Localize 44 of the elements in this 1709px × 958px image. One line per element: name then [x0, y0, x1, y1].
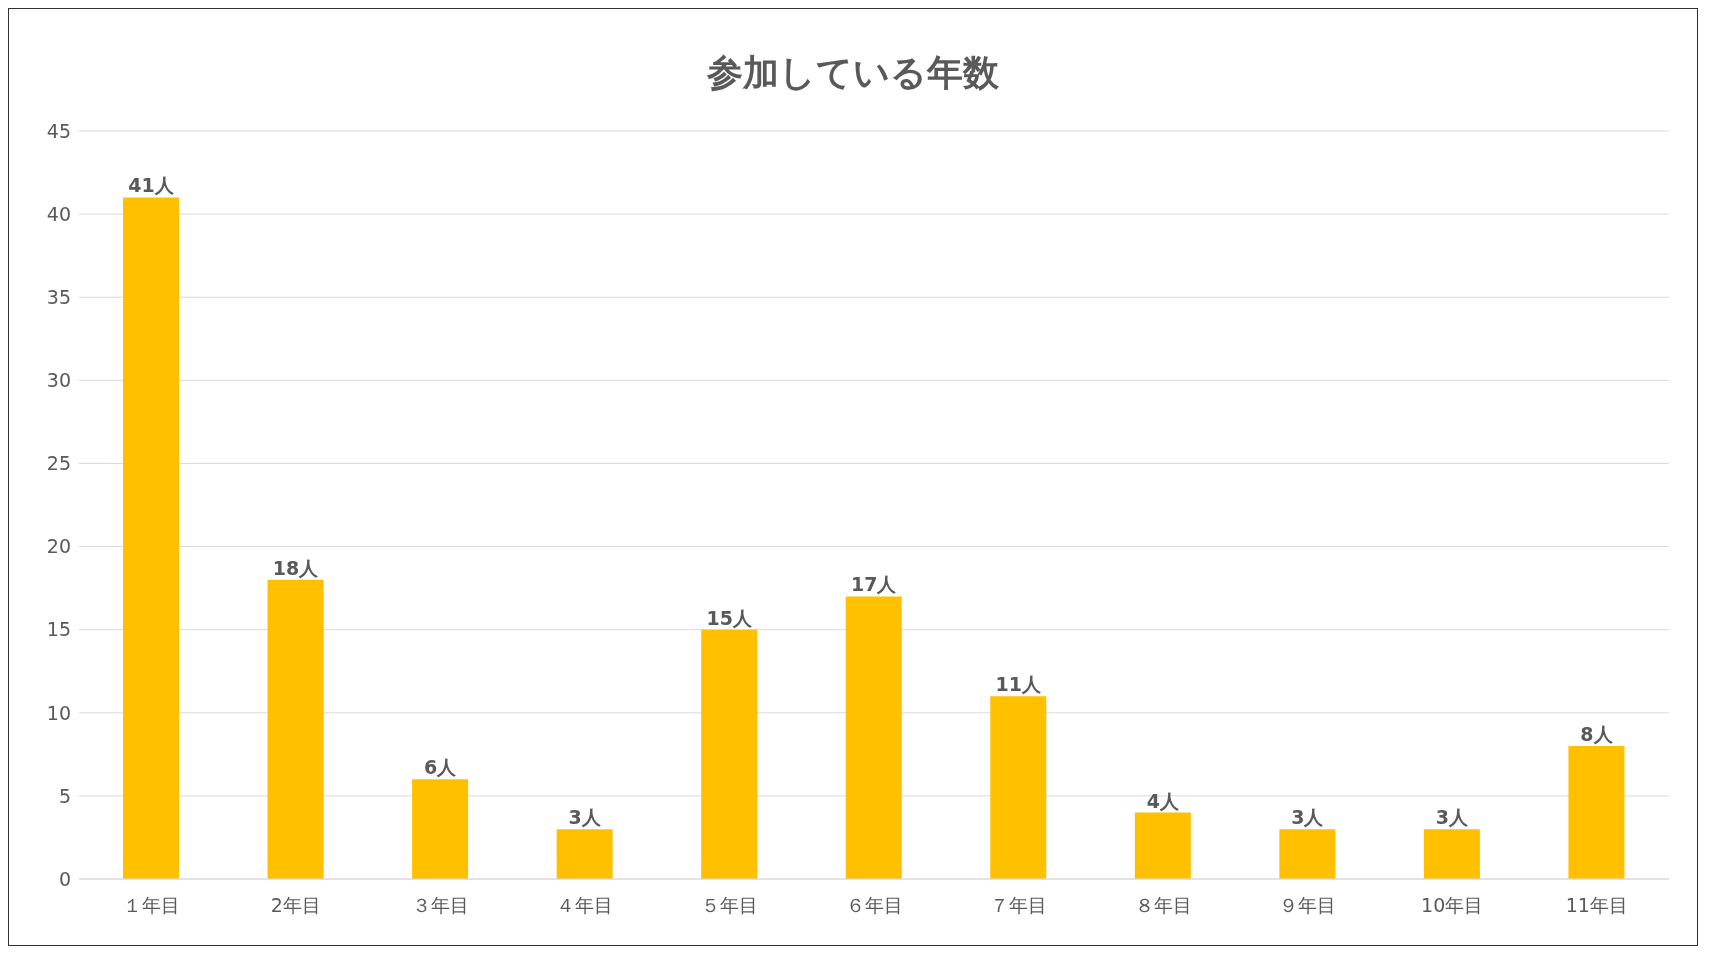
y-tick-label: 0: [58, 867, 71, 890]
x-tick-label: ９年目: [1279, 894, 1337, 917]
x-tick-label: ８年目: [1134, 894, 1192, 917]
bar: [1134, 812, 1191, 879]
bar: [990, 696, 1047, 879]
bar: [123, 197, 179, 879]
chart-title: 参加している年数: [706, 51, 1000, 95]
x-tick-label: ７年目: [990, 894, 1048, 917]
data-label: 17人: [851, 573, 898, 596]
data-label: 3人: [568, 806, 602, 829]
data-label: 15人: [706, 606, 753, 629]
x-tick-label: 10年目: [1421, 894, 1484, 917]
y-tick-label: 35: [46, 285, 71, 308]
bar: [1423, 829, 1480, 879]
data-label: 6人: [423, 756, 458, 779]
data-label: 4人: [1146, 789, 1180, 812]
x-tick-label: ５年目: [700, 894, 758, 917]
data-label: 8人: [1580, 723, 1614, 746]
bar: [556, 829, 613, 879]
data-label: 41人: [128, 174, 175, 197]
x-tick-label: ３年目: [411, 894, 469, 917]
data-label: 3人: [1435, 806, 1470, 829]
y-tick-label: 30: [46, 369, 71, 392]
bar: [1279, 829, 1336, 879]
data-label: 3人: [1291, 806, 1325, 829]
bar: [1568, 746, 1625, 879]
x-tick-label: ６年目: [845, 894, 903, 917]
y-tick-label: 5: [58, 784, 71, 807]
y-tick-label: 25: [46, 452, 71, 475]
bar: [845, 596, 902, 879]
x-tick-label: 2年目: [270, 894, 321, 917]
x-tick-label: 11年目: [1565, 894, 1628, 917]
y-tick-label: 20: [46, 535, 71, 558]
y-tick-label: 40: [46, 202, 71, 225]
y-tick-label: 45: [46, 119, 71, 142]
data-label: 11人: [995, 673, 1042, 696]
y-tick-label: 10: [46, 701, 71, 724]
x-tick-label: １年目: [122, 894, 180, 917]
x-tick-label: ４年目: [556, 894, 614, 917]
bar: [267, 579, 324, 879]
bar: [701, 629, 758, 879]
y-tick-label: 15: [46, 618, 71, 641]
bar: [412, 779, 469, 879]
data-label: 18人: [272, 556, 320, 579]
